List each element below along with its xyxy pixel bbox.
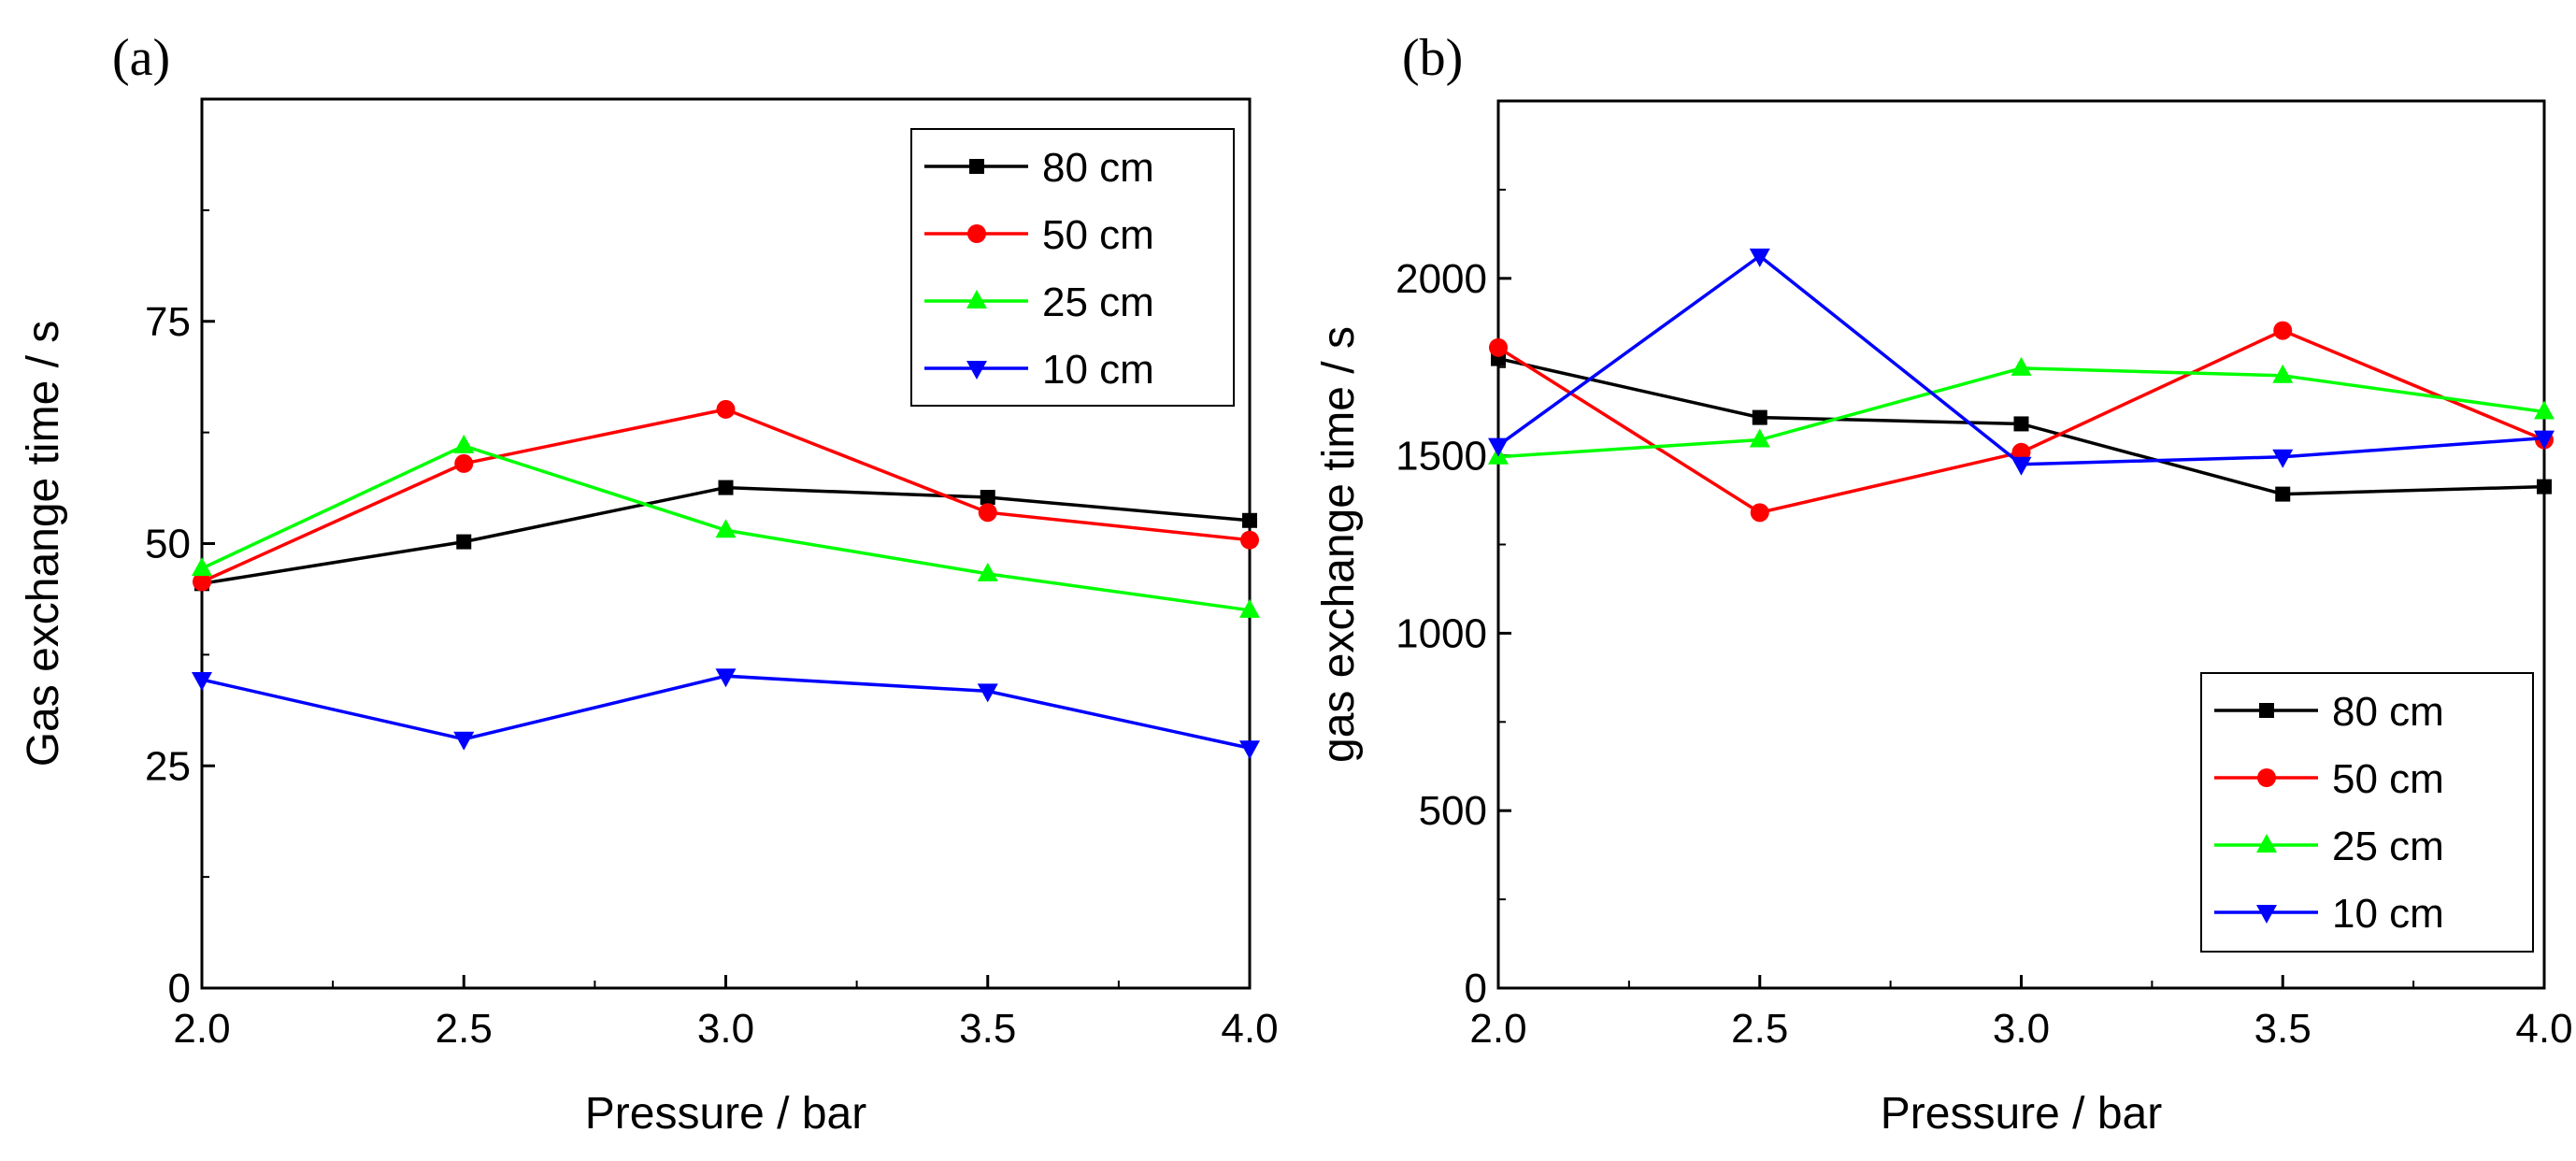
series-10-cm [1488, 248, 2555, 476]
y-tick-label: 75 [145, 299, 191, 345]
marker-triangle-up [2256, 834, 2277, 853]
marker-triangle-down [715, 668, 737, 688]
marker-triangle-down [1239, 740, 1260, 760]
legend-item: 50 cm [2214, 756, 2444, 802]
marker-circle [454, 453, 474, 473]
series-10-cm [192, 668, 1260, 760]
y-tick-label: 50 [145, 522, 191, 567]
marker-square [980, 490, 995, 506]
y-tick-label: 1000 [1395, 610, 1487, 656]
marker-circle [1240, 530, 1259, 550]
marker-triangle-down [192, 672, 212, 692]
x-tick-label: 3.5 [2254, 1006, 2311, 1052]
marker-square [2013, 416, 2029, 432]
marker-triangle-up [1749, 428, 1770, 448]
y-tick-label: 1500 [1395, 434, 1487, 480]
legend-label: 50 cm [1042, 212, 1154, 258]
marker-triangle-down [977, 683, 998, 703]
marker-triangle-down [1749, 248, 1770, 267]
x-tick-label: 3.0 [697, 1006, 754, 1052]
marker-triangle-up [453, 434, 475, 453]
marker-circle [193, 572, 211, 592]
marker-triangle-down [2272, 449, 2294, 468]
x-axis-title: Pressure / bar [585, 1089, 866, 1139]
marker-circle [2273, 321, 2293, 340]
x-axis-title: Pressure / bar [1881, 1089, 2162, 1139]
marker-triangle-down [966, 361, 987, 380]
marker-triangle-up [2272, 364, 2294, 383]
legend-label: 50 cm [2332, 756, 2444, 802]
marker-square [969, 159, 984, 174]
marker-square [718, 480, 734, 495]
legend-item: 10 cm [2214, 891, 2444, 937]
legend-item: 80 cm [924, 145, 1154, 191]
marker-triangle-up [977, 562, 998, 581]
marker-triangle-down [453, 731, 475, 751]
series-25-cm [192, 434, 1260, 618]
panel-label: (b) [1402, 29, 1463, 87]
marker-square [456, 534, 472, 550]
y-tick-label: 500 [1419, 788, 1487, 834]
marker-triangle-down [2256, 905, 2277, 924]
x-tick-label: 3.0 [1993, 1006, 2050, 1052]
x-tick-label: 2.5 [436, 1006, 493, 1052]
marker-triangle-up [715, 519, 737, 538]
x-tick-label: 4.0 [1221, 1006, 1278, 1052]
marker-square [2259, 703, 2274, 718]
legend-label: 25 cm [1042, 280, 1154, 325]
legend-label: 25 cm [2332, 824, 2444, 869]
legend-label: 10 cm [1042, 347, 1154, 393]
x-tick-label: 4.0 [2515, 1006, 2572, 1052]
marker-square [1242, 512, 1257, 528]
series-80-cm [1491, 351, 2552, 502]
legend-box [910, 128, 1235, 407]
marker-triangle-up [2011, 356, 2032, 376]
y-tick-label: 0 [168, 966, 191, 1011]
series-50-cm [193, 399, 1259, 592]
y-tick-label: 2000 [1395, 256, 1487, 302]
marker-square [2537, 479, 2552, 494]
chart-panel-a: 2.0 2.5 3.0 3.5 4.0 0 25 50 75 Pressure / bar Gas … [19, 29, 1279, 1139]
legend-label: 80 cm [2332, 689, 2444, 735]
y-axis-title: Gas exchange time / s [19, 321, 68, 767]
legend-item: 80 cm [2214, 689, 2444, 735]
marker-circle [978, 503, 997, 523]
marker-triangle-up [192, 557, 212, 577]
marker-circle [1750, 503, 1769, 523]
x-tick-label: 2.0 [173, 1006, 230, 1052]
series-25-cm [1488, 356, 2555, 465]
marker-triangle-down [1488, 437, 1509, 457]
y-tick-label: 0 [1465, 966, 1487, 1011]
marker-triangle-up [2534, 400, 2555, 420]
marker-square [2275, 486, 2291, 502]
marker-circle [1489, 337, 1508, 357]
y-tick-label: 25 [145, 743, 191, 789]
marker-triangle-up [1239, 598, 1260, 618]
marker-triangle-down [2534, 430, 2555, 450]
legend-item: 25 cm [924, 280, 1154, 325]
x-tick-label: 3.5 [959, 1006, 1016, 1052]
marker-circle [967, 224, 986, 243]
legend-item: 25 cm [2214, 824, 2444, 869]
panel-label: (a) [112, 29, 170, 87]
marker-circle [2257, 768, 2276, 787]
legend-box [2200, 672, 2534, 953]
marker-triangle-up [966, 290, 987, 308]
x-tick-label: 2.0 [1469, 1006, 1526, 1052]
y-axis-title: gas exchange time / s [1314, 326, 1364, 763]
marker-triangle-down [2011, 456, 2032, 476]
x-tick-label: 2.5 [1731, 1006, 1788, 1052]
marker-square [1752, 409, 1767, 425]
legend-item: 10 cm [924, 347, 1154, 393]
chart-panel-b: 2.0 2.5 3.0 3.5 4.0 0 500 1000 1500 2000 Pressure … [1314, 29, 2573, 1139]
legend-item: 50 cm [924, 212, 1154, 258]
marker-circle [716, 399, 736, 419]
legend-label: 10 cm [2332, 891, 2444, 937]
legend: 80 cm 50 cm 25 cm 10 cm [2200, 672, 2534, 953]
legend-label: 80 cm [1042, 145, 1154, 191]
legend: 80 cm 50 cm 25 cm 10 cm [910, 128, 1235, 407]
